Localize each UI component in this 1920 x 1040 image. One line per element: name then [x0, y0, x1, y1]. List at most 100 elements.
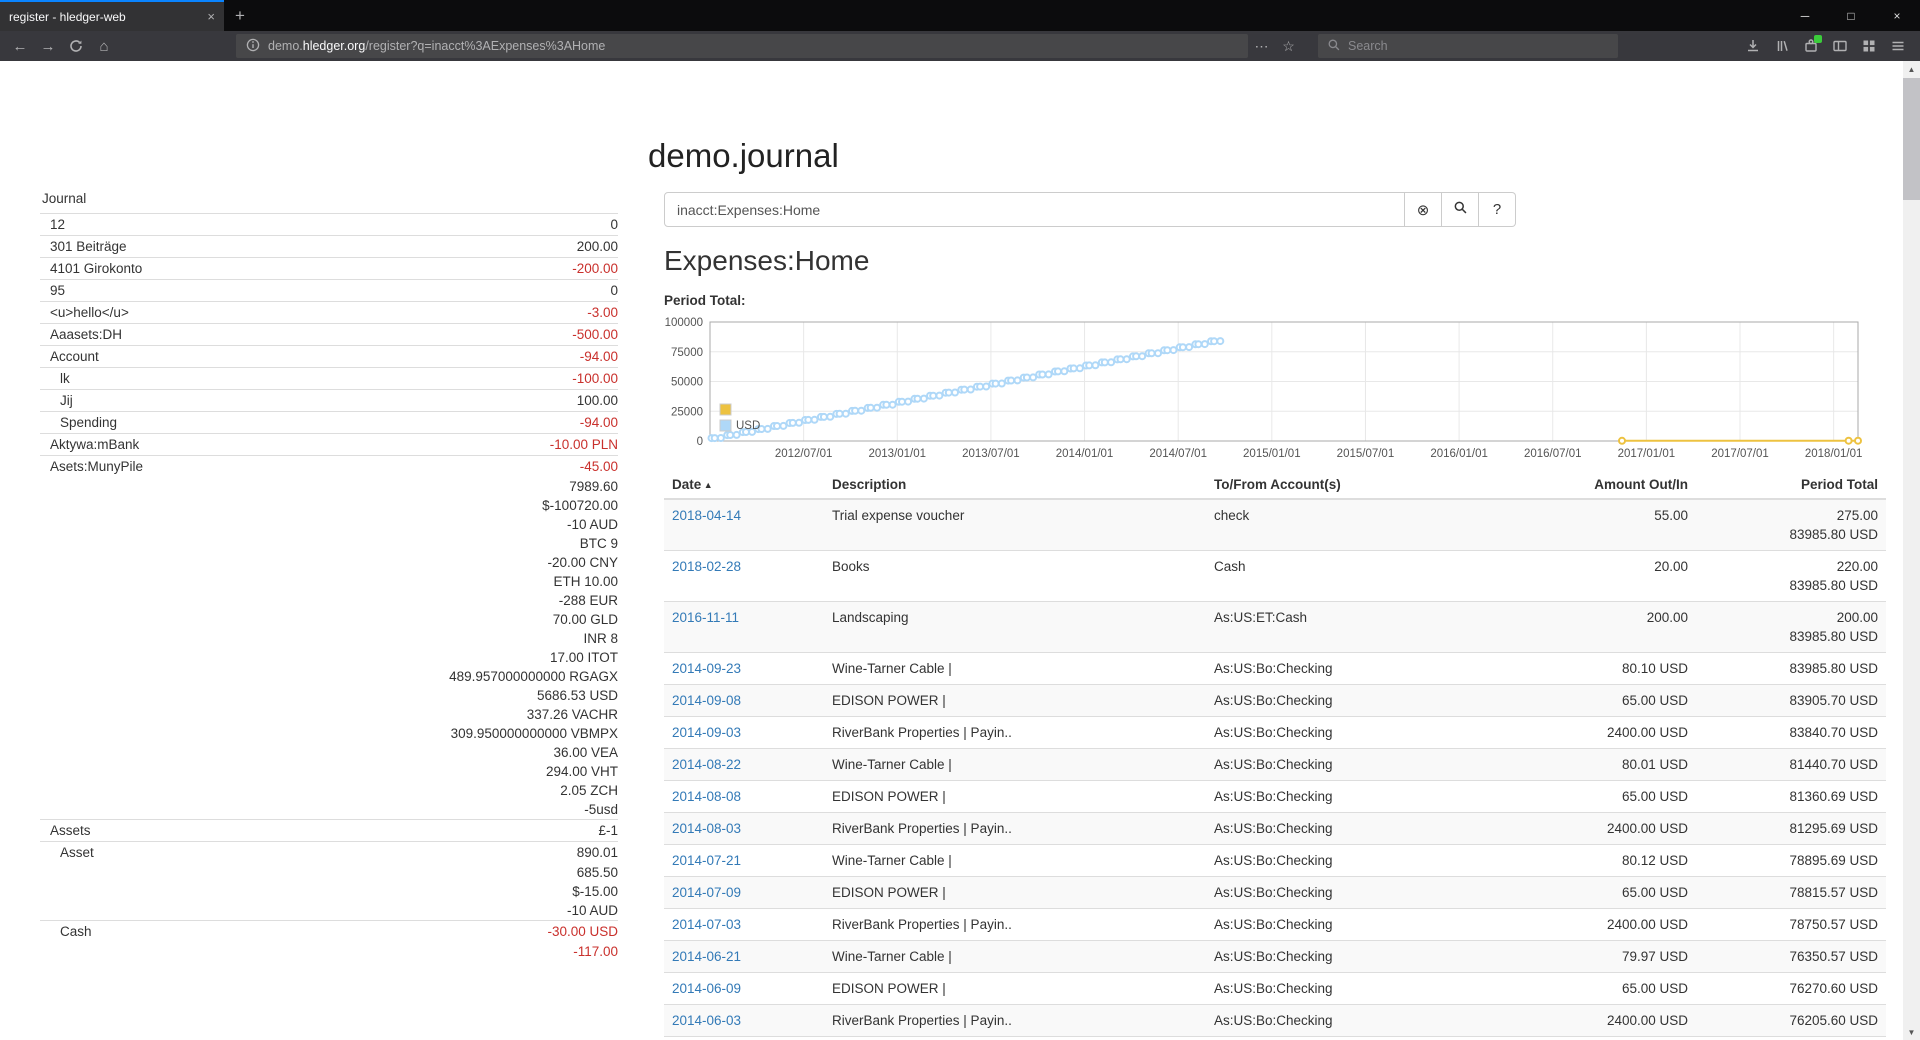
transaction-date-link[interactable]: 2016-11-11: [672, 610, 740, 625]
sidebar-journal-link[interactable]: Journal: [42, 191, 87, 206]
sidebar-balance-row: 17.00 ITOT: [40, 648, 618, 667]
sidebar-account-row: 301 Beiträge 200.00: [40, 235, 618, 257]
transaction-date-link[interactable]: 2014-06-09: [672, 981, 742, 996]
transaction-date-cell: 2014-07-03: [664, 908, 824, 941]
downloads-icon[interactable]: [1738, 33, 1767, 59]
register-row[interactable]: 2014-06-03 RiverBank Properties | Payin..…: [664, 1004, 1886, 1037]
period-total: 83985.80 USD: [1696, 652, 1886, 685]
url-text[interactable]: demo.hledger.org/register?q=inacct%3AExp…: [268, 39, 606, 53]
svg-text:75000: 75000: [671, 347, 703, 359]
transaction-date-link[interactable]: 2014-06-03: [672, 1013, 742, 1028]
sidebar-balance-row: 309.950000000000 VBMPX: [40, 724, 618, 743]
account-link[interactable]: Jij: [60, 393, 73, 408]
search-button[interactable]: [1442, 192, 1479, 227]
tab-close-icon[interactable]: ×: [207, 9, 215, 24]
register-row[interactable]: 2014-09-23 Wine-Tarner Cable | As:US:Bo:Ch…: [664, 652, 1886, 685]
transaction-date-link[interactable]: 2018-02-28: [672, 559, 742, 574]
tab-title: register - hledger-web: [9, 9, 126, 24]
library-icon[interactable]: [1767, 33, 1796, 59]
menu-icon[interactable]: [1883, 33, 1912, 59]
transaction-description: RiverBank Properties | Payin..: [824, 1004, 1206, 1037]
bookmark-star-icon[interactable]: ☆: [1282, 37, 1295, 54]
register-row[interactable]: 2016-11-11 Landscaping As:US:ET:Cash 200.00…: [664, 601, 1886, 653]
sidebar-toggle-icon[interactable]: [1825, 33, 1854, 59]
register-row[interactable]: 2014-08-08 EDISON POWER | As:US:Bo:Checkin…: [664, 780, 1886, 813]
back-button[interactable]: ←: [12, 37, 28, 55]
account-link[interactable]: 95: [50, 283, 66, 298]
register-row[interactable]: 2014-07-21 Wine-Tarner Cable | As:US:Bo:Ch…: [664, 844, 1886, 877]
browser-tab[interactable]: register - hledger-web ×: [0, 0, 224, 31]
transaction-date-link[interactable]: 2014-09-03: [672, 725, 742, 740]
new-tab-button[interactable]: +: [235, 5, 245, 25]
sidebar-account-row: 12 0: [40, 213, 618, 235]
site-info-icon[interactable]: [245, 37, 261, 56]
transaction-date-link[interactable]: 2014-09-23: [672, 661, 742, 676]
transaction-date-link[interactable]: 2014-08-08: [672, 789, 742, 804]
window-close-button[interactable]: ×: [1893, 8, 1901, 23]
transaction-amount: 2400.00 USD: [1506, 908, 1696, 941]
transaction-date-link[interactable]: 2014-07-03: [672, 917, 742, 932]
browser-search-field[interactable]: Search: [1318, 34, 1618, 58]
page-actions-icon[interactable]: ⋯: [1254, 37, 1269, 54]
column-header-amount-out-in: Amount Out/In: [1506, 471, 1696, 500]
sidebar-account-row: 95 0: [40, 279, 618, 301]
register-row[interactable]: 2014-08-22 Wine-Tarner Cable | As:US:Bo:Ch…: [664, 748, 1886, 781]
register-row[interactable]: 2014-09-08 EDISON POWER | As:US:Bo:Checkin…: [664, 684, 1886, 717]
scrollbar-thumb[interactable]: [1903, 78, 1920, 200]
transaction-date-cell: 2014-05-21: [664, 1036, 824, 1040]
reload-icon[interactable]: [62, 33, 90, 59]
register-row[interactable]: 2014-06-21 Wine-Tarner Cable | As:US:Bo:Ch…: [664, 940, 1886, 973]
column-header-date[interactable]: Date ▲: [664, 471, 824, 500]
transaction-date-link[interactable]: 2014-06-21: [672, 949, 742, 964]
home-icon[interactable]: ⌂: [99, 37, 109, 55]
register-row[interactable]: 2018-02-28 Books Cash 20.00 220.00 83985.80 U…: [664, 550, 1886, 602]
scroll-up-arrow[interactable]: ▲: [1907, 64, 1916, 74]
journal-title: demo.journal: [648, 137, 839, 174]
account-link[interactable]: Aaasets:DH: [50, 327, 123, 342]
transaction-date-link[interactable]: 2018-04-14: [672, 508, 742, 523]
query-input[interactable]: [664, 192, 1405, 227]
search-form: ⊗ ?: [664, 192, 1516, 227]
addon-icon[interactable]: [1796, 33, 1825, 59]
account-link[interactable]: 301 Beiträge: [50, 239, 127, 254]
forward-button[interactable]: →: [40, 37, 56, 55]
register-row[interactable]: 2014-07-03 RiverBank Properties | Payin..…: [664, 908, 1886, 941]
period-total: 78895.69 USD: [1696, 844, 1886, 877]
account-link[interactable]: Asets:MunyPile: [50, 459, 144, 474]
account-balance: -30.00 USD: [547, 924, 618, 939]
clear-query-button[interactable]: ⊗: [1405, 192, 1442, 227]
search-help-button[interactable]: ?: [1479, 192, 1516, 227]
transaction-date-link[interactable]: 2014-08-03: [672, 821, 742, 836]
register-row[interactable]: 2014-09-03 RiverBank Properties | Payin..…: [664, 716, 1886, 749]
transaction-date-link[interactable]: 2014-07-09: [672, 885, 742, 900]
window-maximize-button[interactable]: □: [1847, 8, 1855, 23]
period-total: 83905.70 USD: [1696, 684, 1886, 717]
account-link[interactable]: Account: [50, 349, 99, 364]
account-link[interactable]: 4101 Girokonto: [50, 261, 143, 276]
transaction-account: As:US:Bo:Checking: [1206, 908, 1506, 941]
register-row[interactable]: 2014-07-09 EDISON POWER | As:US:Bo:Checkin…: [664, 876, 1886, 909]
transaction-date-cell: 2014-08-03: [664, 812, 824, 845]
transaction-date-link[interactable]: 2014-07-21: [672, 853, 742, 868]
account-link[interactable]: Spending: [60, 415, 118, 430]
scroll-down-arrow[interactable]: ▼: [1907, 1027, 1916, 1037]
account-link[interactable]: Aktywa:mBank: [50, 437, 140, 452]
register-row[interactable]: 2018-04-14 Trial expense voucher check 55.0…: [664, 498, 1886, 551]
account-link[interactable]: lk: [60, 371, 70, 386]
account-link[interactable]: Assets: [50, 823, 91, 838]
transaction-amount: 65.00 USD: [1506, 876, 1696, 909]
sidebar-balance-row: INR 8: [40, 629, 618, 648]
transaction-date-link[interactable]: 2014-08-22: [672, 757, 742, 772]
url-bar[interactable]: demo.hledger.org/register?q=inacct%3AExp…: [236, 34, 1248, 58]
account-balance: -10 AUD: [566, 903, 618, 918]
apps-grid-icon[interactable]: [1854, 33, 1883, 59]
register-row[interactable]: 2014-08-03 RiverBank Properties | Payin..…: [664, 812, 1886, 845]
account-link[interactable]: 12: [50, 217, 66, 232]
account-link[interactable]: Cash: [60, 924, 92, 939]
account-link[interactable]: <u>hello</u>: [50, 305, 129, 320]
account-link[interactable]: Asset: [60, 845, 94, 860]
window-minimize-button[interactable]: ─: [1800, 8, 1810, 23]
transaction-date-link[interactable]: 2014-09-08: [672, 693, 742, 708]
register-row[interactable]: 2014-06-09 EDISON POWER | As:US:Bo:Checkin…: [664, 972, 1886, 1005]
